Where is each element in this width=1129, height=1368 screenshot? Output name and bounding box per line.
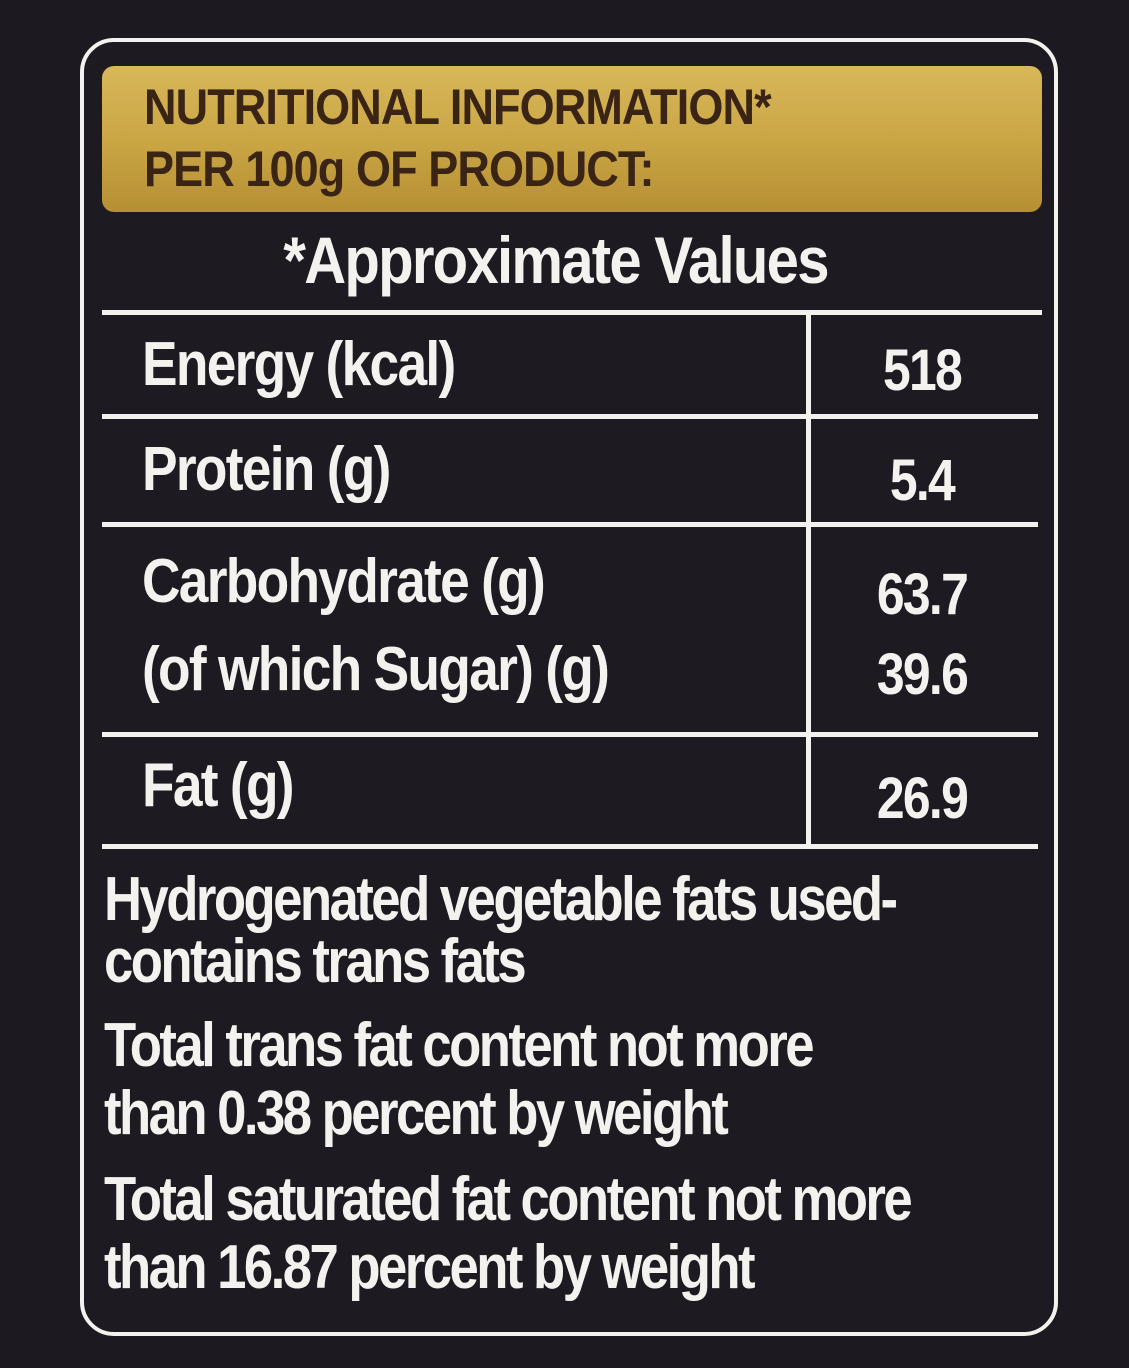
note-saturated-fat-limit: Total saturated fat content not more bbox=[104, 1165, 913, 1234]
header-title-line1: NUTRITIONAL INFORMATION* bbox=[144, 79, 772, 135]
row-divider-1 bbox=[102, 414, 1038, 419]
row-divider-2 bbox=[102, 522, 1038, 527]
nutrient-name-protein: Protein (g) bbox=[142, 435, 391, 504]
nutrient-name-carbohydrate: Carbohydrate (g) bbox=[142, 547, 546, 616]
nutrient-value-energy: 518 bbox=[882, 338, 963, 403]
nutrition-header-banner: NUTRITIONAL INFORMATION* PER 100g OF PRO… bbox=[102, 66, 1042, 212]
nutrient-value-protein: 5.4 bbox=[889, 448, 956, 513]
nutrition-label-panel bbox=[80, 38, 1058, 1336]
header-title-line2: PER 100g OF PRODUCT: bbox=[144, 141, 654, 197]
table-top-border bbox=[102, 310, 1042, 315]
nutrient-name-energy: Energy (kcal) bbox=[142, 330, 456, 399]
note-saturated-fat-percent: than 16.87 percent by weight bbox=[104, 1233, 756, 1302]
note-trans-fat-percent: than 0.38 percent by weight bbox=[104, 1079, 729, 1148]
nutrient-value-carbohydrate: 63.7 bbox=[876, 562, 969, 627]
table-column-divider bbox=[806, 314, 811, 846]
note-hydrogenated-fats: Hydrogenated vegetable fats used- bbox=[104, 865, 898, 934]
nutrient-name-sugar: (of which Sugar) (g) bbox=[142, 635, 610, 704]
note-trans-fat-limit: Total trans fat content not more bbox=[104, 1011, 815, 1080]
note-contains-trans-fats: contains trans fats bbox=[104, 927, 527, 996]
nutrient-value-sugar: 39.6 bbox=[876, 642, 969, 707]
table-bottom-border bbox=[102, 844, 1038, 849]
nutrient-value-fat: 26.9 bbox=[876, 766, 969, 831]
approximate-values-heading: *Approximate Values bbox=[283, 223, 829, 297]
nutrient-name-fat: Fat (g) bbox=[142, 751, 295, 820]
row-divider-3 bbox=[102, 732, 1038, 737]
